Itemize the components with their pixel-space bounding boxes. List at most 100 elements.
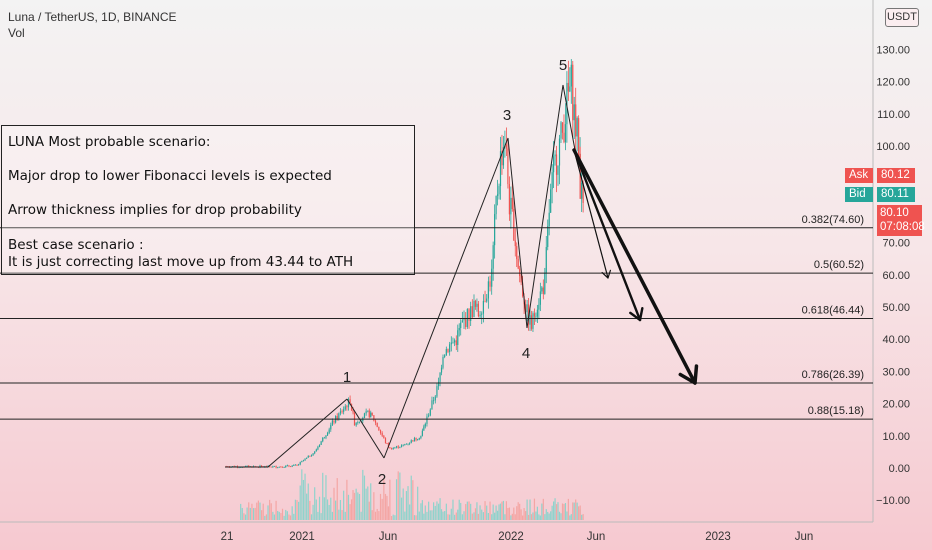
- candle-body: [529, 315, 531, 325]
- forecast-arrow-head: [678, 364, 699, 385]
- candle-body: [280, 466, 282, 468]
- volume-bar: [312, 504, 314, 520]
- candle-body: [283, 467, 285, 468]
- price-tick-label: 50.00: [882, 302, 910, 314]
- volume-bar: [344, 511, 346, 520]
- volume-bar: [264, 515, 266, 520]
- candle-body: [320, 441, 322, 445]
- candle-body: [505, 144, 507, 149]
- volume-bar: [370, 483, 372, 520]
- candle-body: [563, 132, 565, 143]
- volume-bar: [510, 515, 512, 520]
- volume-bar: [362, 469, 364, 520]
- candle-body: [338, 413, 340, 419]
- candle-body: [289, 466, 292, 468]
- candle-body: [526, 304, 528, 313]
- candle-body: [413, 438, 416, 442]
- time-tick-label: 21: [221, 531, 234, 543]
- volume-label[interactable]: Vol: [8, 26, 25, 40]
- volume-bar: [280, 513, 282, 520]
- candle-body: [347, 399, 350, 408]
- volume-bar: [527, 514, 530, 520]
- candle-body: [315, 449, 317, 452]
- volume-bar: [541, 503, 543, 520]
- candle-body: [373, 415, 375, 421]
- candle-body: [352, 409, 354, 413]
- volume-bar: [471, 513, 473, 520]
- candle-body: [333, 420, 335, 423]
- volume-bar: [343, 490, 345, 520]
- volume-bar: [575, 499, 577, 520]
- candle-body: [560, 122, 562, 139]
- annotation-box[interactable]: LUNA Most probable scenario: Major drop …: [1, 125, 415, 275]
- candle-body: [471, 306, 473, 318]
- volume-bar: [240, 503, 242, 520]
- volume-bar: [415, 515, 417, 520]
- price-tick-label: 40.00: [882, 334, 910, 346]
- candle-body: [368, 410, 370, 418]
- volume-bar: [481, 509, 483, 520]
- volume-bar: [373, 492, 375, 520]
- candle-body: [433, 400, 435, 402]
- annotation-line-5: It is just correcting last move up from …: [8, 254, 354, 270]
- volume-bar: [383, 478, 385, 520]
- volume-bar: [257, 500, 259, 520]
- volume-bar: [454, 514, 456, 520]
- currency-badge[interactable]: USDT: [885, 8, 919, 27]
- candle-body: [553, 156, 555, 173]
- volume-bar: [496, 510, 499, 520]
- candle-body: [395, 446, 398, 448]
- price-tick-label: 110.00: [877, 109, 910, 121]
- candle-body: [561, 122, 564, 133]
- volume-bar: [513, 507, 515, 520]
- candle-body: [491, 268, 493, 287]
- volume-bar: [307, 483, 309, 520]
- volume-bar: [409, 504, 411, 520]
- candle-body: [517, 259, 519, 269]
- volume-bar: [479, 505, 481, 520]
- last-price-tag: 80.10 07:08:08: [877, 205, 925, 236]
- volume-bar: [581, 514, 583, 520]
- candle-body: [520, 276, 522, 283]
- volume-bar: [241, 507, 243, 520]
- price-tick-label: 0.00: [889, 463, 910, 475]
- candle-body: [450, 342, 452, 345]
- candle-body: [317, 446, 319, 450]
- candle-body: [363, 413, 366, 419]
- candle-body: [572, 64, 574, 121]
- volume-bar: [477, 513, 479, 520]
- candle-body: [465, 319, 467, 327]
- candle-body: [384, 438, 387, 443]
- volume-bar: [539, 515, 541, 520]
- candle-body: [336, 416, 338, 419]
- candle-body: [298, 464, 300, 466]
- volume-bar: [357, 492, 359, 520]
- volume-bar: [322, 472, 324, 520]
- time-tick-label: Jun: [379, 531, 398, 543]
- price-tick-label: 30.00: [882, 366, 910, 378]
- candle-body: [296, 464, 298, 466]
- volume-bar: [508, 507, 510, 520]
- volume-bar: [281, 508, 284, 520]
- volume-bar: [436, 501, 438, 520]
- volume-bar: [269, 499, 271, 520]
- volume-bar: [423, 513, 425, 520]
- volume-bar: [499, 503, 502, 520]
- candle-body: [550, 189, 552, 213]
- price-tick-label: −10.00: [876, 495, 910, 507]
- candle-body: [434, 396, 436, 401]
- candle-body: [575, 104, 577, 137]
- volume-bar: [487, 512, 489, 520]
- volume-bar: [431, 510, 433, 520]
- symbol-title[interactable]: Luna / TetherUS, 1D, BINANCE: [8, 10, 177, 24]
- volume-bar: [262, 503, 264, 520]
- volume-bar: [397, 471, 399, 520]
- volume-bar: [517, 502, 519, 520]
- volume-bar: [288, 514, 290, 520]
- volume-bar: [318, 496, 321, 520]
- candle-body: [423, 426, 425, 431]
- volume-bar: [418, 511, 420, 520]
- volume-bar: [458, 499, 460, 520]
- volume-bar: [410, 475, 412, 520]
